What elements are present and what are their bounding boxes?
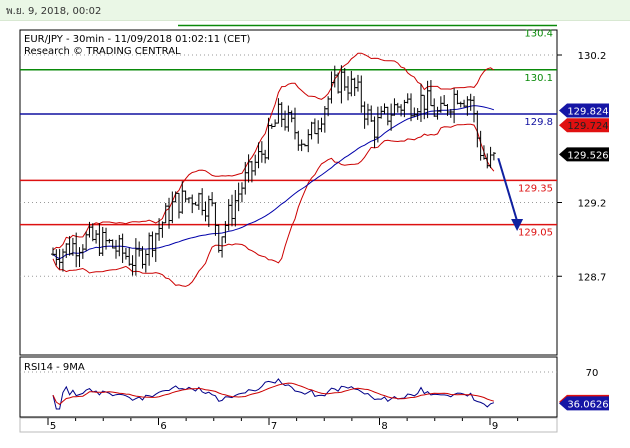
forecast-arrow-head bbox=[511, 219, 524, 232]
rsi-ma-line bbox=[52, 382, 495, 406]
level-label: 130.1 bbox=[524, 73, 553, 84]
x-axis-tick-label: 8 bbox=[381, 421, 387, 432]
price-tag-box bbox=[559, 147, 609, 162]
y-axis-tick-label: 130.2 bbox=[578, 51, 607, 62]
x-axis-tick-label: 7 bbox=[271, 421, 277, 432]
x-axis-tick-label: 9 bbox=[492, 421, 498, 432]
rsi-tag-box bbox=[559, 396, 609, 411]
price-tag: 129.824 bbox=[559, 103, 609, 118]
x-axis-tick-label: 5 bbox=[50, 421, 56, 432]
rsi-line bbox=[52, 378, 495, 410]
moving-average bbox=[52, 105, 495, 260]
chart-subtitle: Research © TRADING CENTRAL bbox=[24, 46, 181, 57]
level-label: 129.8 bbox=[524, 117, 553, 128]
main-plot-area bbox=[19, 29, 558, 356]
price-tag-box bbox=[559, 118, 609, 133]
level-label: 130.4 bbox=[524, 29, 553, 40]
x-axis-strip bbox=[19, 417, 558, 433]
x-axis-tick-label: 6 bbox=[160, 421, 166, 432]
rsi-title: RSI14 - 9MA bbox=[24, 362, 85, 373]
rsi-tick-label: 70 bbox=[586, 368, 599, 379]
price-tag-label: 129.724 bbox=[567, 121, 608, 132]
bollinger-upper bbox=[52, 52, 495, 251]
bollinger-lower bbox=[52, 123, 495, 287]
price-tag-box bbox=[559, 103, 609, 118]
price-tag: 129.724 bbox=[559, 118, 609, 133]
top-bar: พ.ย. 9, 2018, 00:02 bbox=[0, 0, 630, 21]
rsi-tag-label: 36.0626 bbox=[567, 399, 608, 410]
y-axis-tick-label: 128.7 bbox=[578, 272, 607, 283]
level-label: 129.05 bbox=[518, 228, 553, 239]
price-tag: 129.526 bbox=[559, 147, 609, 162]
forecast-arrow-shaft bbox=[497, 157, 519, 222]
rsi-tag: 36.0626 bbox=[559, 396, 609, 411]
chart-title: EUR/JPY - 30min - 11/09/2018 01:02:11 (C… bbox=[24, 34, 251, 45]
price-tag-label: 129.526 bbox=[567, 150, 608, 161]
price-bar bbox=[491, 152, 496, 161]
price-tag-label: 129.824 bbox=[567, 106, 608, 117]
header-timestamp: พ.ย. 9, 2018, 00:02 bbox=[6, 6, 102, 17]
level-label: 129.35 bbox=[518, 183, 553, 194]
y-axis-tick-label: 129.2 bbox=[578, 199, 607, 210]
rsi-plot-area bbox=[19, 356, 558, 418]
